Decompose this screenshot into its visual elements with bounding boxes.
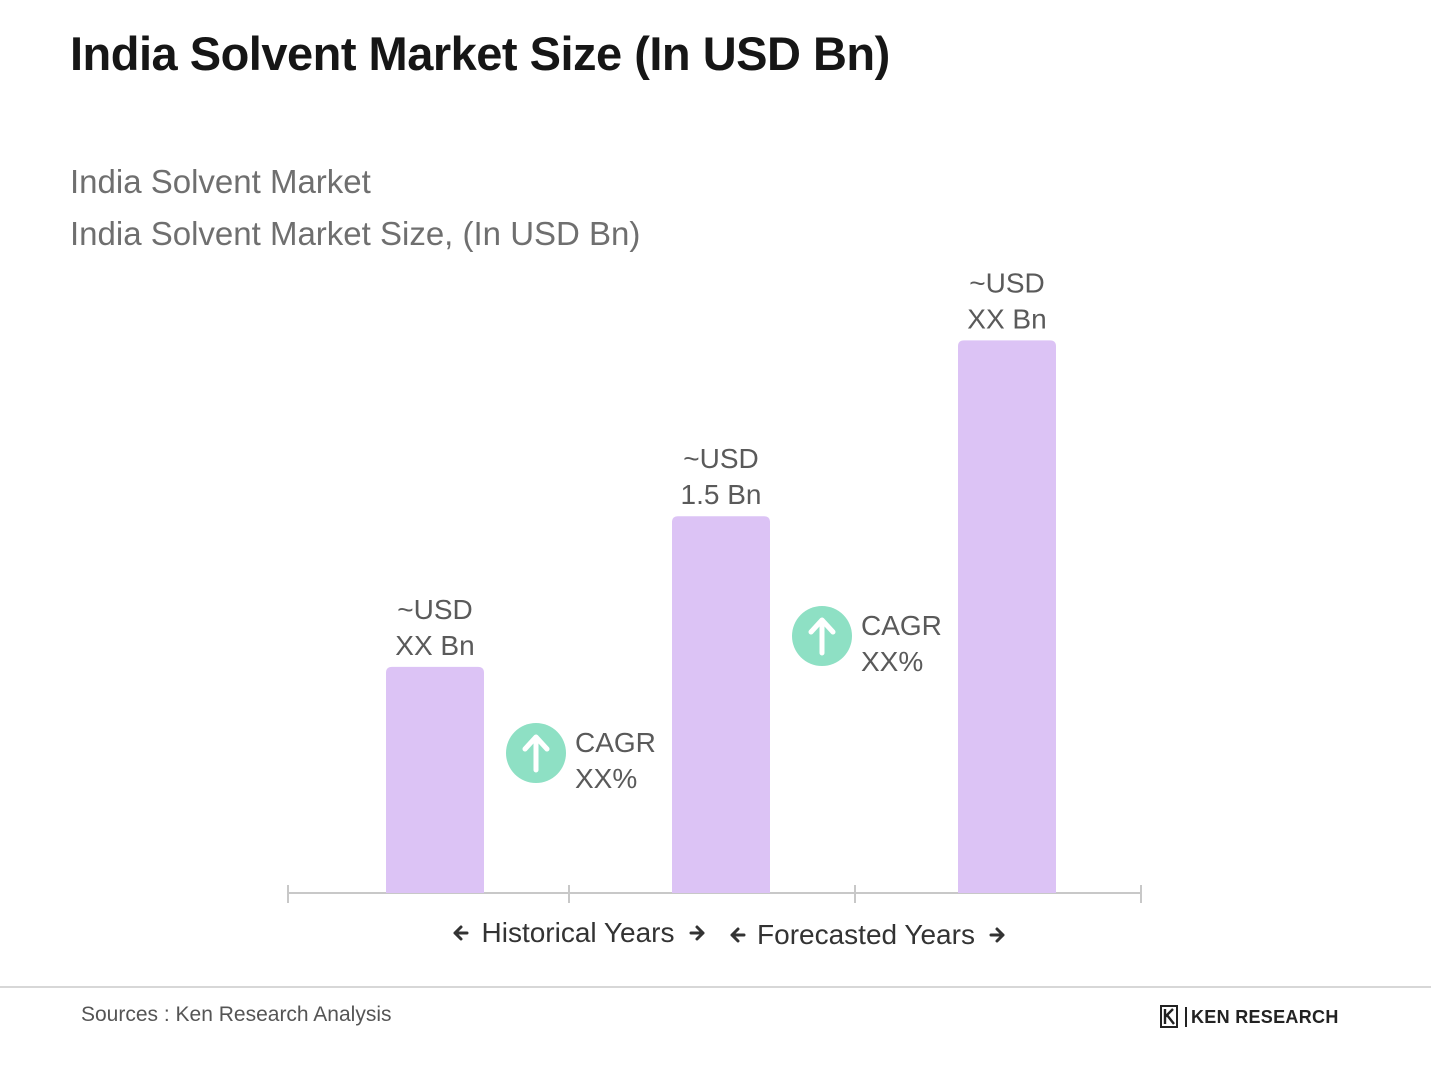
- axis-section-label-1: Forecasted Years: [757, 919, 975, 950]
- right-arrow-icon: [689, 925, 705, 941]
- bar-0: [386, 666, 484, 893]
- bar-1: [672, 516, 770, 893]
- cagr-badge-1-label: CAGR: [861, 610, 942, 641]
- bar-chart: ~USD XX Bn ~USD 1.5 Bn ~USD XX Bn CAGR XX% CAGR X…: [287, 267, 1142, 950]
- bar-label-2-line2: XX Bn: [967, 303, 1046, 334]
- bar-label-2-line1: ~USD: [969, 267, 1044, 298]
- ken-research-logo: KEN RESEARCH: [1160, 1005, 1339, 1029]
- logo-separator: [1185, 1007, 1187, 1027]
- source-note: Sources : Ken Research Analysis: [81, 1003, 392, 1026]
- axis-section-label-0: Historical Years: [482, 917, 675, 948]
- left-arrow-icon: [730, 927, 746, 943]
- bar-label-1-line2: 1.5 Bn: [681, 479, 762, 510]
- k-logo-icon: [1160, 1005, 1178, 1028]
- footer-divider: [0, 986, 1431, 988]
- bar-label-0-line2: XX Bn: [395, 630, 474, 661]
- cagr-badge-0-label: CAGR: [575, 727, 656, 758]
- left-arrow-icon: [453, 925, 469, 941]
- chart-subtitle-line2: India Solvent Market Size, (In USD Bn): [70, 215, 641, 252]
- chart-subtitle-line1: India Solvent Market: [70, 163, 371, 200]
- bar-2: [958, 340, 1056, 893]
- bar-label-0-line1: ~USD: [397, 594, 472, 625]
- cagr-badge-1-value: XX%: [861, 646, 923, 677]
- chart-title: India Solvent Market Size (In USD Bn): [70, 27, 890, 80]
- arrow-up-icon: [522, 734, 550, 773]
- cagr-badge-0-value: XX%: [575, 763, 637, 794]
- logo-text: KEN RESEARCH: [1191, 1006, 1339, 1027]
- right-arrow-icon: [989, 927, 1005, 943]
- arrow-up-icon: [808, 617, 836, 656]
- bar-label-1-line1: ~USD: [683, 443, 758, 474]
